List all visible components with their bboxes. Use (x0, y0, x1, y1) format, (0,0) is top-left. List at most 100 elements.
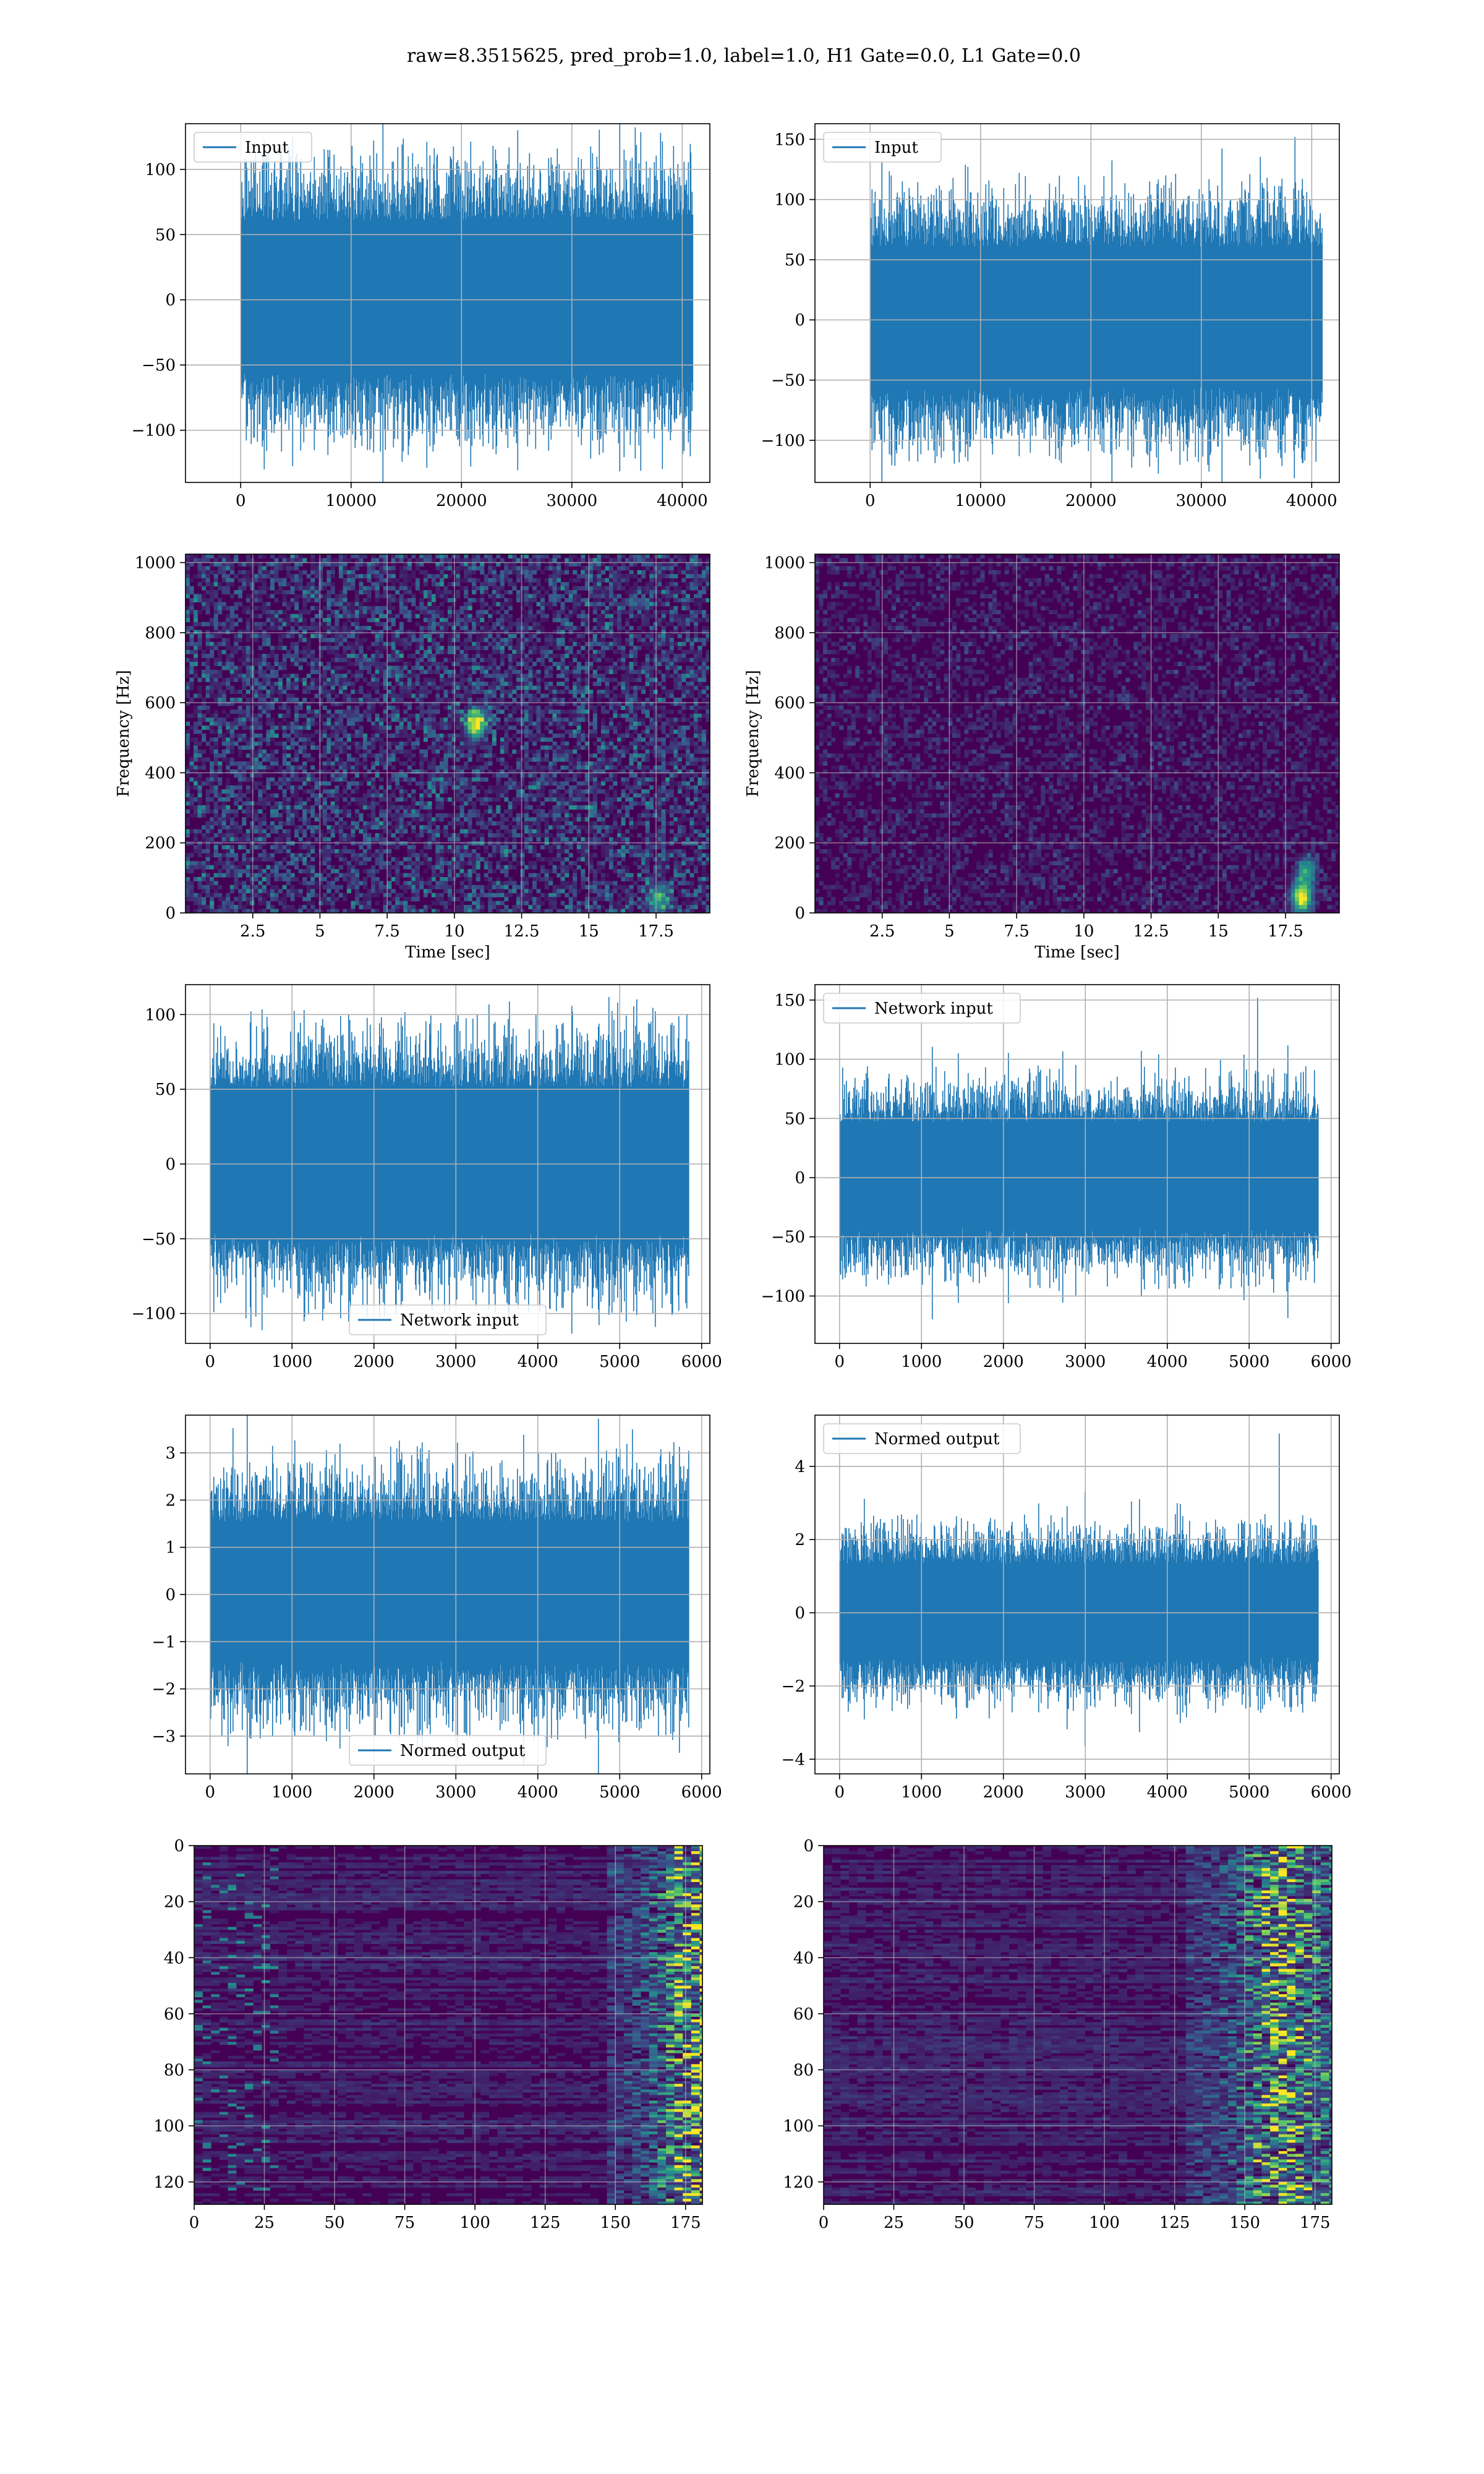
heatmap-cell (335, 753, 339, 758)
heatmap-cell (508, 562, 513, 567)
heatmap-cell (302, 558, 307, 563)
heatmap-cell (338, 873, 343, 878)
heatmap-cell (379, 813, 384, 818)
heatmap-cell (395, 821, 400, 826)
heatmap-cell (472, 717, 477, 722)
heatmap-cell (226, 865, 231, 870)
heatmap-cell (226, 626, 231, 630)
heatmap-cell (302, 781, 307, 786)
heatmap-cell (254, 717, 258, 722)
heatmap-cell (197, 566, 202, 571)
heatmap-cell (395, 590, 400, 594)
heatmap-cell (242, 654, 247, 659)
heatmap-cell (234, 717, 239, 722)
heatmap-cell (186, 889, 190, 894)
heatmap-cell (338, 554, 343, 559)
heatmap-cell (504, 793, 509, 798)
heatmap-cell (298, 745, 303, 750)
heatmap-cell (504, 705, 509, 710)
heatmap-cell (427, 662, 432, 666)
heatmap-cell (254, 622, 258, 627)
heatmap-cell (395, 813, 400, 818)
heatmap-cell (415, 582, 420, 587)
heatmap-cell (302, 618, 307, 623)
heatmap-cell (448, 884, 453, 889)
heatmap-cell (186, 566, 190, 571)
heatmap-cell (504, 809, 509, 814)
heatmap-cell (294, 698, 299, 702)
heatmap-cell (213, 578, 218, 583)
heatmap-cell (399, 861, 404, 866)
heatmap-cell (472, 901, 477, 905)
heatmap-cell (310, 709, 315, 714)
heatmap-cell (472, 554, 477, 559)
heatmap-cell (484, 737, 488, 742)
heatmap-cell (258, 726, 263, 730)
heatmap-cell (318, 853, 323, 858)
heatmap-cell (379, 606, 384, 610)
heatmap-cell (326, 813, 331, 818)
heatmap-cell (448, 709, 453, 714)
heatmap-cell (399, 813, 404, 818)
heatmap-cell (407, 769, 412, 774)
heatmap-cell (500, 701, 505, 706)
heatmap-cell (411, 889, 416, 894)
heatmap-cell (488, 654, 493, 659)
heatmap-cell (464, 861, 469, 866)
heatmap-cell (197, 729, 202, 734)
heatmap-cell (431, 729, 436, 734)
heatmap-cell (496, 641, 501, 646)
heatmap-cell (435, 773, 440, 778)
heatmap-cell (472, 869, 477, 874)
heatmap-cell (197, 892, 202, 897)
heatmap-cell (330, 897, 335, 902)
heatmap-cell (310, 666, 315, 670)
heatmap-cell (484, 726, 488, 730)
heatmap-cell (322, 845, 327, 850)
heatmap-cell (435, 813, 440, 818)
heatmap-cell (262, 606, 267, 610)
heatmap-cell (379, 853, 384, 858)
heatmap-cell (435, 801, 440, 806)
heatmap-cell (472, 849, 477, 854)
heatmap-cell (254, 865, 258, 870)
heatmap-cell (197, 793, 202, 798)
heatmap-cell (371, 741, 376, 746)
heatmap-cell (245, 805, 250, 810)
plot-area (186, 554, 710, 913)
heatmap-cell (403, 606, 408, 610)
heatmap-cell (371, 765, 376, 770)
heatmap-cell (234, 769, 239, 774)
heatmap-cell (218, 897, 223, 902)
heatmap-cell (330, 698, 335, 702)
heatmap-cell (371, 777, 376, 782)
heatmap-cell (395, 554, 400, 559)
heatmap-cell (496, 574, 501, 579)
heatmap-cell (443, 558, 448, 563)
heatmap-cell (363, 761, 368, 766)
heatmap-cell (218, 562, 223, 567)
heatmap-cell (407, 726, 412, 730)
heatmap-cell (278, 821, 283, 826)
heatmap-cell (242, 685, 247, 690)
heatmap-cell (194, 892, 198, 897)
heatmap-cell (189, 610, 194, 615)
heatmap-cell (266, 833, 271, 838)
heatmap-cell (229, 626, 234, 630)
heatmap-cell (475, 753, 480, 758)
heatmap-cell (367, 610, 372, 615)
heatmap-cell (302, 586, 307, 591)
heatmap-cell (242, 662, 247, 666)
heatmap-cell (202, 837, 207, 842)
heatmap-cell (383, 662, 388, 666)
heatmap-cell (459, 901, 464, 905)
heatmap-cell (508, 677, 513, 682)
heatmap-cell (419, 666, 424, 670)
heatmap-cell (210, 745, 215, 750)
heatmap-cell (399, 821, 404, 826)
heatmap-cell (427, 713, 432, 718)
heatmap-cell (262, 622, 267, 627)
heatmap-cell (464, 721, 469, 726)
heatmap-cell (496, 638, 501, 643)
heatmap-cell (258, 646, 263, 651)
